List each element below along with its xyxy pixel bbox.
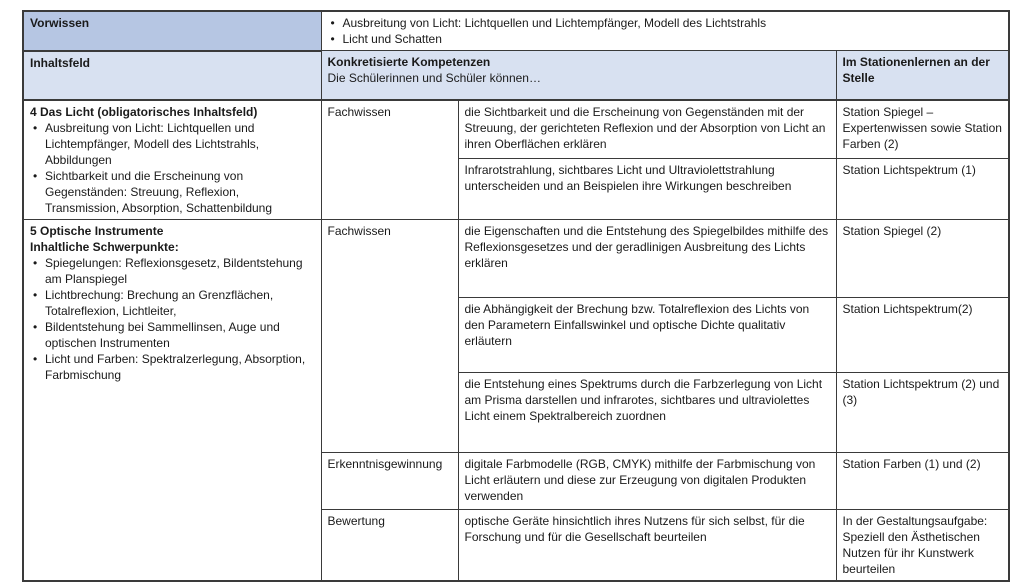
station-cell: In der Gestaltungsaufgabe: Speziell den …: [835, 508, 1010, 582]
competency-text: digitale Farbmodelle (RGB, CMYK) mithilf…: [464, 456, 816, 503]
field5-row-2: die Abhängigkeit der Brechung bzw. Total…: [23, 296, 1010, 373]
category-cell: Fachwissen: [320, 99, 459, 220]
competency-cell: Infrarotstrahlung, sichtbares Licht und …: [457, 158, 837, 220]
category-label: Bewertung: [327, 513, 385, 528]
inhaltsfeld-header-cell: Inhaltsfeld: [22, 50, 322, 101]
competency-cell: digitale Farbmodelle (RGB, CMYK) mithilf…: [457, 451, 837, 510]
vorwissen-row: Vorwissen Ausbreitung von Licht: Lichtqu…: [22, 10, 1010, 52]
competency-text: die Sichtbarkeit und die Erscheinung von…: [464, 104, 826, 151]
station-text: Station Farben (1) und (2): [842, 456, 981, 471]
kompetenzen-header-cell: Konkretisierte Kompetenzen Die Schülerin…: [320, 50, 837, 101]
column-header-row: Inhaltsfeld Konkretisierte Kompetenzen D…: [22, 50, 1010, 101]
bullet-item: Licht und Farben: Spektralzerlegung, Abs…: [30, 351, 315, 383]
bullet-item: Ausbreitung von Licht: Lichtquellen und …: [328, 15, 1003, 31]
bullet-item: Bildentstehung bei Sammellinsen, Auge un…: [30, 319, 315, 351]
curriculum-table: Vorwissen Ausbreitung von Licht: Lichtqu…: [22, 10, 1011, 582]
bullet-item: Sichtbarkeit und die Erscheinung von Geg…: [30, 168, 315, 216]
competency-text: Infrarotstrahlung, sichtbares Licht und …: [464, 163, 792, 194]
bullet-item: Licht und Schatten: [328, 31, 1003, 47]
field4-row-1: 4 Das Licht (obligatorisches Inhaltsfeld…: [22, 98, 1010, 220]
category-label: Fachwissen: [327, 223, 391, 238]
station-text: Station Lichtspektrum (2) und (3): [842, 376, 1000, 407]
competency-cell: die Entstehung eines Spektrums durch die…: [457, 371, 837, 453]
station-cell: Station Lichtspektrum (2) und (3): [835, 371, 1010, 453]
competency-text: die Entstehung eines Spektrums durch die…: [464, 376, 823, 423]
field-subtitle: Inhaltliche Schwerpunkte:: [30, 239, 179, 254]
field-bullet-list: Spiegelungen: Reflexionsgesetz, Bildents…: [30, 255, 315, 383]
field4-row-2: Infrarotstrahlung, sichtbares Licht und …: [23, 158, 1010, 220]
category-cell: Bewertung: [320, 508, 459, 582]
category-cell: Erkenntnisgewinnung: [320, 451, 459, 510]
vorwissen-content-cell: Ausbreitung von Licht: Lichtquellen und …: [320, 10, 1010, 51]
vorwissen-list: Ausbreitung von Licht: Lichtquellen und …: [328, 15, 1003, 47]
competency-cell: die Sichtbarkeit und die Erscheinung von…: [457, 98, 837, 160]
kompetenzen-header-title: Konkretisierte Kompetenzen: [327, 55, 491, 69]
category-label: Erkenntnisgewinnung: [327, 456, 443, 471]
curriculum-sheet: Vorwissen Ausbreitung von Licht: Lichtqu…: [22, 10, 1011, 582]
competency-cell: optische Geräte hinsichtlich ihres Nutze…: [457, 508, 837, 582]
competency-cell: die Eigenschaften und die Entstehung des…: [457, 218, 837, 298]
stationen-header-cell: Im Stationenlernen an der Stelle: [835, 50, 1010, 101]
inhaltsfeld-4-cell: 4 Das Licht (obligatorisches Inhaltsfeld…: [22, 99, 322, 220]
station-cell: Station Spiegel (2): [835, 218, 1010, 298]
stationen-header-label: Im Stationenlernen an der Stelle: [842, 55, 990, 85]
category-cell: Fachwissen: [320, 218, 459, 453]
competency-text: die Eigenschaften und die Entstehung des…: [464, 223, 829, 270]
competency-text: die Abhängigkeit der Brechung bzw. Total…: [464, 301, 810, 348]
competency-text: optische Geräte hinsichtlich ihres Nutze…: [464, 513, 805, 544]
station-cell: Station Spiegel – Expertenwissen sowie S…: [835, 98, 1010, 160]
competency-cell: die Abhängigkeit der Brechung bzw. Total…: [457, 296, 837, 373]
station-cell: Station Farben (1) und (2): [835, 451, 1010, 510]
field5-row-5: Bewertung optische Geräte hinsichtlich i…: [23, 508, 1010, 582]
kompetenzen-header-subtitle: Die Schülerinnen und Schüler können…: [327, 71, 541, 85]
station-text: Station Lichtspektrum (1): [842, 163, 976, 178]
vorwissen-label: Vorwissen: [30, 16, 90, 30]
station-cell: Station Lichtspektrum (1): [835, 158, 1010, 220]
field-bullet-list: Ausbreitung von Licht: Lichtquellen und …: [30, 120, 315, 216]
vorwissen-header-cell: Vorwissen: [22, 10, 322, 52]
station-cell: Station Lichtspektrum(2): [835, 296, 1010, 373]
inhaltsfeld-header-label: Inhaltsfeld: [30, 55, 91, 70]
bullet-item: Spiegelungen: Reflexionsgesetz, Bildents…: [30, 255, 315, 287]
category-label: Fachwissen: [327, 104, 391, 119]
field5-row-3: die Entstehung eines Spektrums durch die…: [23, 371, 1010, 453]
bullet-item: Lichtbrechung: Brechung an Grenzflächen,…: [30, 287, 315, 319]
field-title: 5 Optische Instrumente: [30, 223, 164, 238]
field5-row-1: 5 Optische Instrumente Inhaltliche Schwe…: [22, 218, 1010, 582]
field5-row-4: Erkenntnisgewinnung digitale Farbmodelle…: [23, 451, 1010, 510]
inhaltsfeld-5-cell: 5 Optische Instrumente Inhaltliche Schwe…: [22, 218, 322, 582]
station-text: In der Gestaltungsaufgabe: Speziell den …: [842, 513, 988, 576]
station-text: Station Lichtspektrum(2): [842, 301, 973, 316]
station-text: Station Spiegel (2): [842, 223, 942, 238]
field-title: 4 Das Licht (obligatorisches Inhaltsfeld…: [30, 104, 258, 119]
station-text: Station Spiegel – Expertenwissen sowie S…: [842, 104, 1002, 151]
bullet-item: Ausbreitung von Licht: Lichtquellen und …: [30, 120, 315, 168]
